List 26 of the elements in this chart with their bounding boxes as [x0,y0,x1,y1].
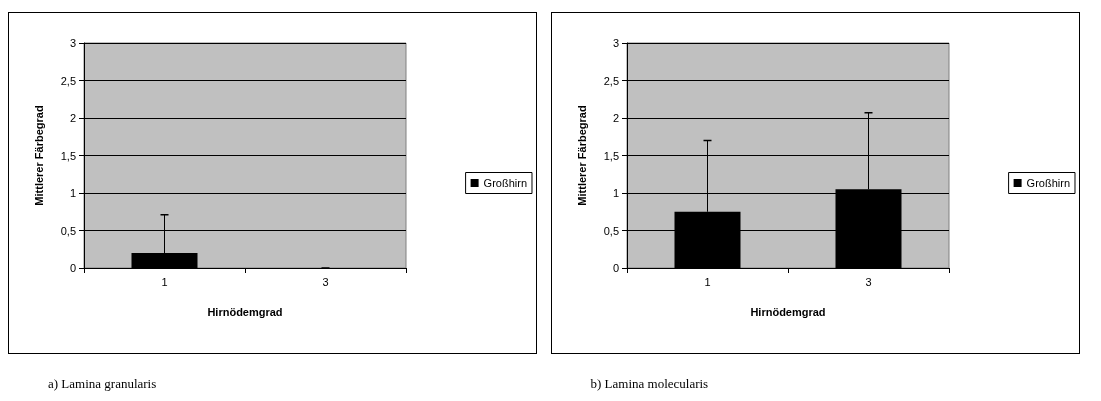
x-tick-label: 1 [703,275,711,288]
y-axis-title: Mittlerer Färbegrad [575,105,587,206]
y-tick-label: 1,5 [603,149,619,162]
y-tick-label: 2,5 [603,74,619,87]
x-tick-label: 3 [322,275,329,288]
y-tick-label: 3 [612,37,619,49]
y-tick-label: 1 [612,187,619,199]
y-tick-label: 2 [612,112,619,124]
y-tick-label: 2 [69,112,76,124]
y-tick-label: 0,5 [603,224,619,237]
legend-label: Großhirn [1026,177,1070,189]
y-tick-label: 1 [69,187,76,199]
text: a) Lamina granularis [48,376,158,392]
y-tick-label: 3 [69,37,76,49]
y-tick-label: 2,5 [60,74,76,87]
y-tick-label: 1,5 [60,149,76,162]
x-axis-title: Hirnödemgrad [207,305,283,318]
y-tick-label: 0 [612,262,619,274]
legend-label: Großhirn [483,177,528,189]
y-tick-label: 0,5 [60,224,76,237]
y-axis-title: Mittlerer Färbegrad [32,105,45,206]
y-tick-label: 0 [69,262,76,274]
x-tick-label: 1 [161,275,168,288]
x-axis-title: Hirnödemgrad [749,305,826,318]
text: b) Lamina molecularis [590,376,710,392]
x-tick-label: 3 [864,275,872,288]
